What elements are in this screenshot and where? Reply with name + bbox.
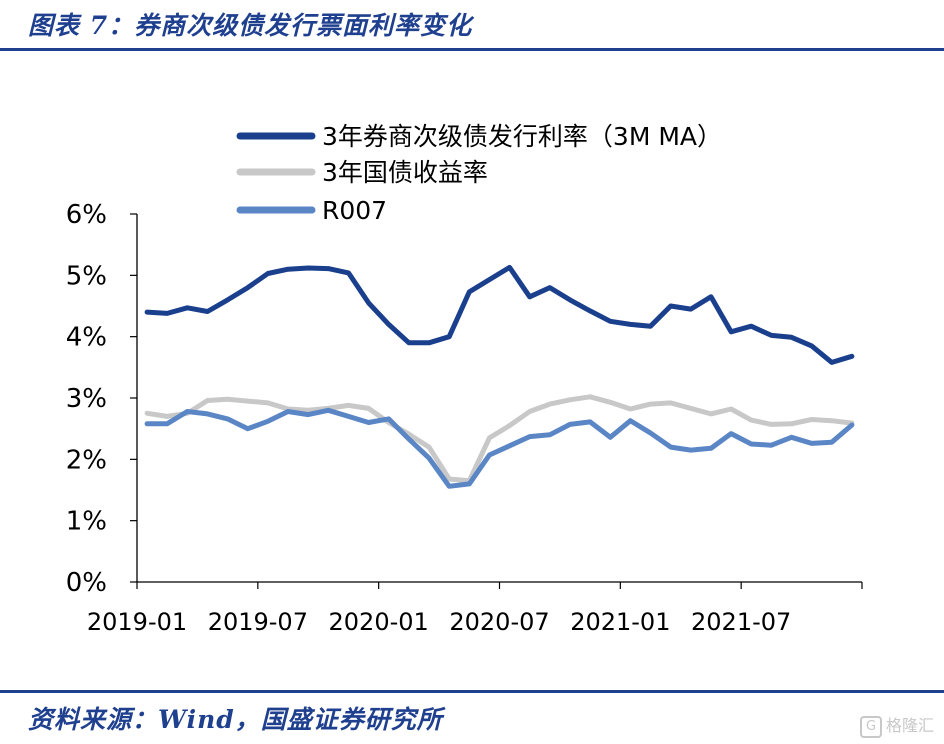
y-tick-label: 6% [66,200,107,230]
y-tick-label: 2% [66,445,107,475]
watermark-text: 格隆汇 [885,716,934,735]
source-note: 资料来源：Wind，国盛证券研究所 [28,705,443,734]
x-tick-label: 2019-07 [208,608,308,636]
x-tick-label: 2021-01 [570,608,670,636]
x-tick-label: 2021-07 [691,608,791,636]
legend-label-0: 3年券商次级债发行利率（3M MA） [322,122,722,151]
y-tick-label: 5% [66,261,107,291]
footer-rule [0,690,944,693]
x-tick-label: 2020-07 [449,608,549,636]
legend-label-1: 3年国债收益率 [322,158,488,187]
y-tick-label: 1% [66,507,107,537]
series-line-0 [144,264,855,365]
header-rule [0,48,944,51]
series-line-2 [144,407,855,489]
x-tick-label: 2020-01 [329,608,429,636]
gelonghui-logo-icon: G [859,715,882,738]
legend-label-2: R007 [322,196,387,225]
y-tick-label: 3% [66,384,107,414]
line-chart: 3年券商次级债发行利率（3M MA） 3年国债收益率 R007 0% 1% 2% 3% 4%… [66,122,863,636]
series-line-1 [144,394,855,484]
watermark: G 格隆汇 [859,712,934,738]
y-tick-label: 4% [66,323,107,353]
chart-axes: 0% 1% 2% 3% 4% 5% 6% 2019-01 2019-07 2020-01 2020-… [66,200,863,636]
chart-legend: 3年券商次级债发行利率（3M MA） 3年国债收益率 R007 [236,122,722,225]
chart-series [144,264,855,489]
figure-title: 图表 7：券商次级债发行票面利率变化 [28,11,473,40]
x-tick-label: 2019-01 [87,608,187,636]
y-tick-label: 0% [66,568,107,598]
